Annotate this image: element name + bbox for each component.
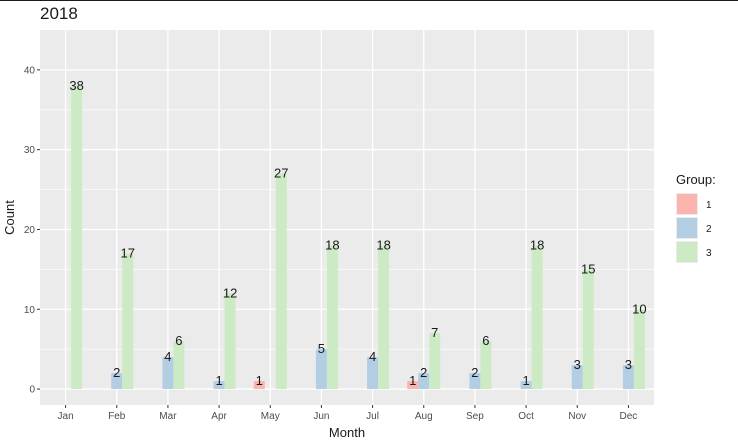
x-tick-label: Jun <box>313 411 329 422</box>
x-tick-label: Aug <box>415 411 433 422</box>
bar-group-3-may <box>275 173 287 390</box>
legend-key-group-2 <box>677 218 697 238</box>
data-label: 1 <box>215 373 222 388</box>
bar-group-1-aug <box>407 381 419 390</box>
bar-group-3-jul <box>378 245 390 390</box>
bar-group-3-dec <box>633 309 645 390</box>
data-label: 38 <box>69 78 83 93</box>
data-label: 5 <box>318 341 325 356</box>
x-tick-label: Feb <box>108 411 126 422</box>
data-label: 10 <box>632 301 646 316</box>
data-label: 4 <box>369 349 376 364</box>
bar-group-3-nov <box>582 269 594 390</box>
x-tick-label: Sep <box>466 411 484 422</box>
data-label: 4 <box>164 349 171 364</box>
legend-key-group-1 <box>677 194 697 214</box>
y-axis-title: Count <box>2 200 17 235</box>
plot-panel <box>40 30 654 405</box>
legend-label: 3 <box>706 248 712 259</box>
top-border-line <box>0 0 738 1</box>
x-tick-label: Apr <box>211 411 227 422</box>
data-label: 3 <box>625 357 632 372</box>
x-tick-label: May <box>261 411 280 422</box>
bar-group-2-oct <box>520 381 532 390</box>
legend-label: 2 <box>706 224 712 235</box>
x-tick-label: Mar <box>159 411 177 422</box>
x-tick-label: Nov <box>568 411 586 422</box>
y-tick-label: 30 <box>24 145 36 156</box>
data-label: 2 <box>113 365 120 380</box>
legend-title: Group: <box>676 172 716 187</box>
x-tick-label: Jul <box>366 411 379 422</box>
bar-group-3-sep <box>480 341 492 390</box>
y-tick-label: 0 <box>29 385 35 396</box>
bar-group-2-mar <box>162 357 174 390</box>
bar-group-3-oct <box>531 245 543 390</box>
bar-group-2-apr <box>213 381 225 390</box>
x-tick-label: Oct <box>518 411 534 422</box>
x-tick-label: Jan <box>58 411 74 422</box>
data-label: 18 <box>376 237 390 252</box>
data-label: 18 <box>325 237 339 252</box>
bar-group-2-nov <box>571 365 583 390</box>
data-label: 7 <box>431 325 438 340</box>
chart-title: 2018 <box>40 4 78 23</box>
bar-group-3-mar <box>173 341 185 390</box>
data-label: 6 <box>175 333 182 348</box>
bar-group-2-aug <box>418 373 430 390</box>
bar-group-3-aug <box>429 333 441 390</box>
bar-group-3-feb <box>122 253 134 390</box>
bar-group-1-may <box>253 381 265 390</box>
bar-group-2-jun <box>315 349 327 390</box>
data-label: 12 <box>223 285 237 300</box>
bar-group-2-feb <box>111 373 123 390</box>
y-tick-label: 40 <box>24 65 36 76</box>
data-label: 3 <box>574 357 581 372</box>
bar-group-3-apr <box>224 293 236 390</box>
data-label: 1 <box>409 373 416 388</box>
legend-label: 1 <box>706 200 712 211</box>
legend-key-group-3 <box>677 242 697 262</box>
x-axis-title: Month <box>329 425 365 440</box>
data-label: 6 <box>482 333 489 348</box>
data-label: 2 <box>471 365 478 380</box>
y-tick-label: 20 <box>24 225 36 236</box>
data-label: 27 <box>274 166 288 181</box>
bar-group-3-jan <box>71 85 83 390</box>
y-tick-label: 10 <box>24 305 36 316</box>
data-label: 2 <box>420 365 427 380</box>
bar-group-3-jun <box>326 245 338 390</box>
data-label: 15 <box>581 261 595 276</box>
bar-group-2-dec <box>622 365 634 390</box>
bar-group-2-jul <box>367 357 379 390</box>
bar-group-2-sep <box>469 373 481 390</box>
x-tick-label: Dec <box>620 411 638 422</box>
data-label: 1 <box>256 373 263 388</box>
data-label: 1 <box>522 373 529 388</box>
data-label: 18 <box>530 237 544 252</box>
data-label: 17 <box>121 245 135 260</box>
